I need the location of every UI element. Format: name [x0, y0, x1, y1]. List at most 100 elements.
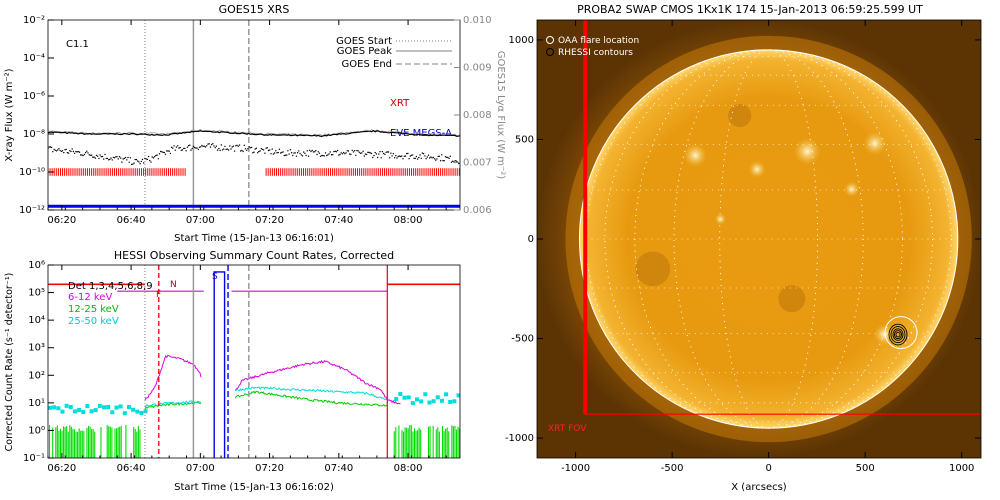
goes-short-point	[410, 154, 413, 156]
hessi-legend: Det 1,3,4,5,6,8,9 6-12 keV 12-25 keV 25-…	[68, 281, 153, 327]
hessi-flag-n: N	[170, 280, 177, 290]
swap-oaa-flare-marker	[884, 316, 918, 350]
goes-short-point	[267, 149, 270, 152]
goes-short-point	[458, 162, 460, 165]
goes-short-point	[311, 149, 313, 152]
goes-short-point	[232, 145, 235, 147]
goes-short-point	[48, 146, 50, 148]
hessi-cyan-block	[456, 393, 460, 398]
swap-grid-longitude	[585, 49, 952, 429]
goes-short-point	[408, 158, 410, 160]
goes-short-point	[343, 151, 345, 154]
hessi-cyan-block	[419, 399, 424, 404]
goes-short-point	[323, 155, 325, 157]
goes-short-point	[259, 150, 261, 152]
goes-short-point	[101, 155, 104, 158]
goes-short-point	[156, 154, 158, 156]
goes-short-point	[379, 151, 381, 153]
goes-short-point	[409, 155, 411, 157]
goes-short-point	[413, 157, 415, 159]
goes-short-point	[160, 150, 162, 153]
goes-short-point	[88, 154, 90, 156]
hessi-xtick-label: 08:00	[394, 463, 423, 474]
hessi-panel: HESSI Observing Summary Count Rates, Cor…	[4, 249, 461, 493]
goes-short-point	[99, 154, 101, 156]
goes-short-point	[316, 153, 318, 156]
hessi-cyan-block	[135, 409, 140, 414]
goes-short-point	[113, 157, 116, 159]
swap-active-region	[863, 131, 887, 156]
goes-short-point	[229, 145, 231, 147]
goes-short-point	[437, 155, 439, 158]
hessi-ytick-label: 10⁻¹	[23, 453, 45, 464]
hessi-xlabel: Start Time (15-Jan-13 06:16:02)	[174, 482, 334, 493]
hessi-cyan-block	[77, 408, 82, 413]
goes-short-point	[313, 151, 316, 153]
goes-short-point	[112, 156, 115, 159]
swap-active-region	[683, 143, 707, 167]
goes-short-point	[215, 145, 218, 147]
hessi-cyan-block	[85, 404, 90, 409]
goes-short-point	[130, 163, 133, 166]
goes-xtick-label: 06:40	[117, 215, 146, 226]
goes-short-point	[317, 151, 319, 153]
hessi-cyan-block	[114, 405, 119, 410]
hessi-cyan-block	[402, 395, 407, 400]
goes-short-point	[212, 143, 214, 145]
goes-short-point	[368, 151, 370, 154]
goes-short-point	[393, 157, 396, 159]
goes-short-point	[238, 144, 241, 146]
goes-short-point	[65, 148, 67, 151]
goes-short-point	[98, 157, 100, 160]
hessi-cyan-block	[435, 395, 440, 400]
goes-short-point	[100, 156, 103, 158]
goes-short-point	[151, 156, 153, 158]
goes-short-point	[258, 150, 260, 153]
goes-short-point	[350, 153, 352, 156]
hessi-cyan-block	[68, 405, 73, 410]
goes-short-point	[95, 154, 98, 157]
hessi-cyan-block	[423, 392, 428, 397]
goes-short-point	[375, 153, 378, 155]
goes-short-point	[129, 157, 132, 159]
swap-grid-longitude	[634, 49, 903, 429]
goes-short-point	[134, 158, 136, 161]
hessi-cyan-block	[414, 397, 419, 402]
goes-short-point	[430, 156, 432, 158]
goes-short-point	[367, 151, 369, 153]
goes-short-point	[243, 144, 245, 146]
goes-short-point	[327, 154, 329, 156]
goes-short-point	[214, 147, 216, 149]
goes-short-point	[419, 154, 421, 156]
goes-short-point	[90, 154, 93, 156]
goes-short-point	[104, 153, 106, 156]
goes-short-point	[82, 154, 84, 157]
goes-short-point	[333, 150, 335, 153]
goes-short-point	[244, 148, 247, 150]
goes-xlabel: Start Time (15-Jan-13 06:16:01)	[174, 233, 334, 244]
goes-short-point	[137, 160, 139, 162]
hessi-legend-6-12: 6-12 keV	[68, 292, 112, 303]
goes-short-point	[289, 149, 292, 151]
swap-rhessi-contour	[890, 326, 906, 344]
swap-legend-oaa-symbol	[546, 36, 554, 44]
goes-short-point	[455, 160, 458, 162]
goes-short-point	[281, 151, 283, 154]
goes-short-point	[202, 145, 204, 148]
hessi-ylabel: Corrected Count Rate (s⁻¹ detector⁻¹)	[4, 273, 15, 452]
goes-short-point	[332, 154, 334, 156]
goes-short-point	[448, 157, 450, 160]
goes-short-point	[322, 155, 324, 157]
goes-xtick-label: 07:20	[255, 215, 284, 226]
goes-short-point	[127, 156, 129, 159]
goes-title: GOES15 XRS	[219, 3, 290, 16]
goes-short-point	[372, 156, 374, 159]
goes-short-point	[452, 160, 454, 162]
swap-xlabel: X (arcsecs)	[731, 482, 787, 493]
goes-ylabel: X-ray Flux (W m⁻²)	[4, 68, 15, 161]
goes-short-point	[284, 154, 287, 156]
goes-short-point	[192, 145, 195, 147]
swap-legend: OAA flare location RHESSI contours	[546, 36, 639, 58]
goes-short-point	[155, 154, 157, 157]
goes-short-point	[83, 153, 86, 156]
